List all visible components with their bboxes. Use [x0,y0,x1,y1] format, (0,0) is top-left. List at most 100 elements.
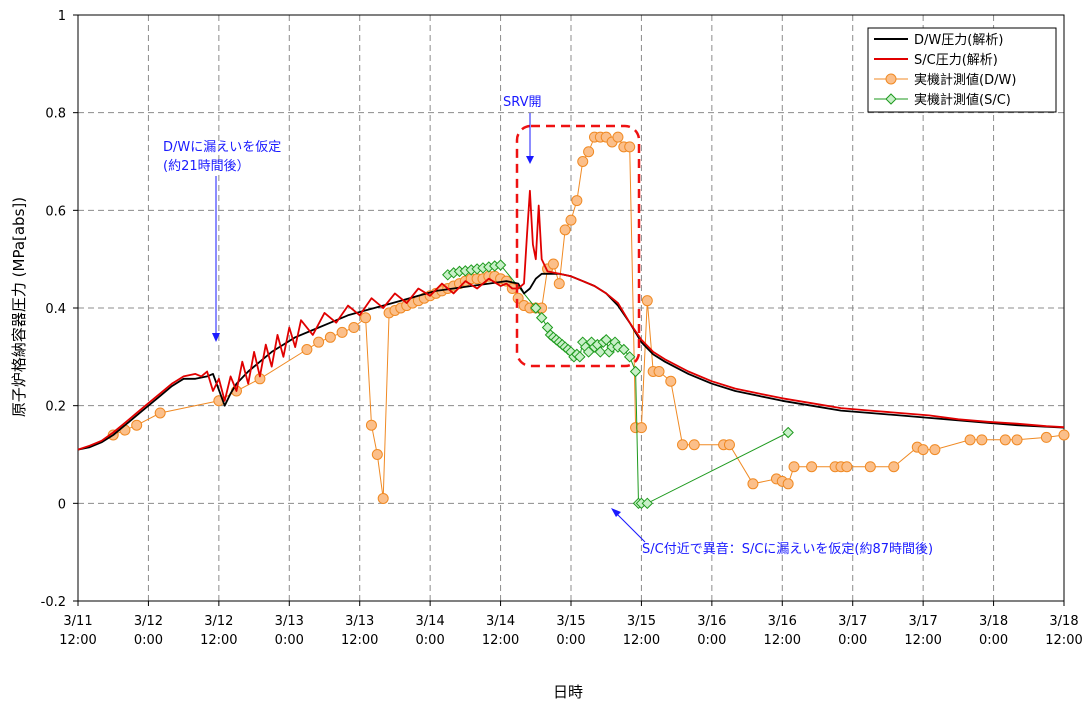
data-point [577,156,589,167]
data-point [653,365,665,377]
y-axis-title: 原子炉格納容器圧力 (MPa[abs]) [10,197,28,417]
data-point [665,375,677,387]
data-point [571,195,583,207]
data-point [377,492,389,504]
data-point [788,461,800,473]
data-point [365,419,377,431]
series-connector [447,264,789,504]
x-tick-label-time: 0:00 [416,633,445,648]
data-point [594,346,607,358]
data-point [841,461,853,473]
x-tick-label-time: 0:00 [134,633,163,648]
data-point [131,419,143,431]
data-point [723,439,735,451]
data-point [1058,429,1070,441]
series-line [77,272,1065,451]
x-tick-label-date: 3/15 [627,614,656,629]
data-point [583,146,595,158]
legend-item: D/W圧力(解析) [874,33,1003,48]
data-point [999,434,1011,446]
x-tick-label-time: 0:00 [697,633,726,648]
data-point [313,336,325,348]
x-tick-label-time: 12:00 [482,633,519,648]
x-tick-label-time: 12:00 [200,633,237,648]
legend-label: 実機計測値(S/C) [914,92,1011,108]
data-point [301,344,313,356]
data-point [976,434,988,446]
x-axis-title: 日時 [553,683,583,701]
legend-label: 実機計測値(D/W) [914,72,1016,88]
data-point [565,214,577,226]
y-tick-label: 0.6 [45,204,66,219]
data-point [530,302,542,314]
x-tick-label-date: 3/16 [768,614,797,629]
data-point [1011,434,1023,446]
data-point [677,439,689,451]
data-point [964,434,976,446]
series-3 [442,259,794,510]
legend-swatch-marker [885,73,897,85]
legend-item: S/C圧力(解析) [874,53,998,68]
data-point [1040,431,1052,443]
series-0 [77,272,1065,451]
data-point [782,426,794,439]
sc-leak-arrow [613,510,646,543]
srv-open-arrowhead [526,156,534,164]
legend-label: S/C圧力(解析) [914,53,998,68]
data-point [917,444,929,456]
x-tick-label-date: 3/13 [345,614,374,629]
x-tick-label-date: 3/16 [697,614,726,629]
data-point [888,461,900,473]
y-axis-ticks: -0.2 0 0.2 0.4 0.6 0.8 1 [41,9,78,610]
x-tick-label-time: 0:00 [838,633,867,648]
x-tick-label-time: 12:00 [764,633,801,648]
srv-open-label: SRV開 [503,95,541,110]
data-point [929,444,941,456]
data-point [864,461,876,473]
x-tick-label-time: 12:00 [623,633,660,648]
data-point [582,346,595,358]
data-point [559,224,571,236]
data-point [494,259,507,271]
dw-leak-arrowhead [212,333,220,342]
x-tick-label-time: 0:00 [979,633,1008,648]
legend-swatch-marker [885,93,897,105]
x-tick-label-time: 12:00 [341,633,378,648]
data-point [624,141,636,153]
data-point [360,312,372,324]
data-point [747,478,759,490]
x-tick-label-date: 3/12 [134,614,163,629]
data-point [629,365,642,378]
data-point [371,449,383,460]
data-point [618,343,630,356]
x-tick-label-date: 3/18 [979,614,1008,629]
series-line [77,189,1065,451]
data-point [612,131,624,143]
data-point [623,351,636,363]
data-point [154,407,166,419]
x-tick-label-date: 3/17 [838,614,867,629]
legend-box [867,27,1057,113]
y-tick-label: 1 [58,9,66,24]
data-point [641,497,654,510]
data-point [806,461,818,473]
data-point [535,312,548,324]
data-point [782,478,794,490]
series-layer [77,131,1070,510]
x-tick-label-date: 3/17 [909,614,938,629]
y-tick-label: -0.2 [41,595,66,610]
x-tick-label-time: 0:00 [556,633,585,648]
data-point [553,278,565,290]
legend-label: D/W圧力(解析) [914,33,1003,48]
x-tick-label-date: 3/18 [1049,614,1078,629]
x-tick-label-time: 0:00 [275,633,304,648]
legend-item: 実機計測値(S/C) [874,92,1011,108]
series-2 [107,131,1070,504]
data-point [348,322,360,334]
x-axis-ticks: 3/11 12:00 3/12 0:00 3/12 12:00 3/13 0:00 3/13 12… [59,601,1083,648]
x-tick-label-time: 12:00 [1045,633,1082,648]
y-tick-label: 0.2 [45,400,66,415]
legend: D/W圧力(解析) S/C圧力(解析) 実機計測値(D/W) 実機計測値(S/C) [867,27,1057,113]
y-tick-label: 0.8 [45,107,66,122]
sc-leak-arrowhead [611,508,621,517]
